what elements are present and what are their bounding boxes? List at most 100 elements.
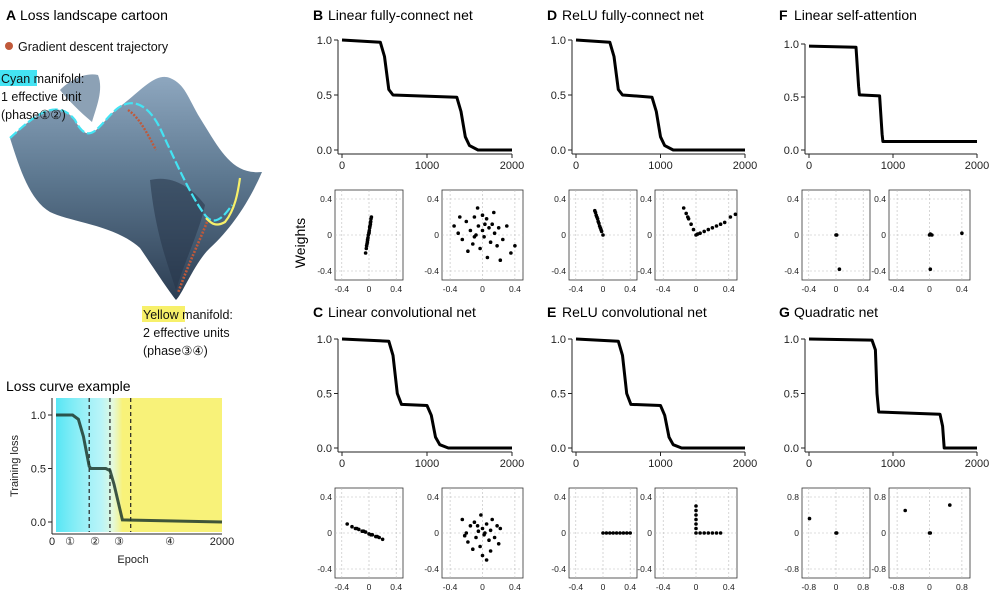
- point-G2-3: [928, 531, 933, 535]
- curve-x-label: Epoch: [117, 554, 148, 566]
- point-C2-3: [468, 524, 473, 528]
- x-tick-label-E-2: 2000: [733, 458, 757, 470]
- point-F1-1: [834, 233, 839, 237]
- phase-mark-4: ④: [165, 536, 175, 548]
- yellow-manifold: [205, 177, 242, 226]
- sy-tick-label-F2-2: -0.4: [871, 266, 886, 276]
- sx-tick-label-G2-2: 0.8: [956, 582, 968, 592]
- sy-tick-label-G2-0: 0.8: [874, 492, 886, 502]
- line-chart-E: E ReLU convolutional net 0 1000 2000 0.0 0.5 1.…: [547, 304, 757, 470]
- point-E2-6: [694, 504, 698, 508]
- point-B2-30: [472, 235, 477, 239]
- sx-tick-label-G2-1: 0: [927, 582, 932, 592]
- sy-tick-label-E2-2: -0.4: [637, 564, 652, 574]
- y-tick-label-B-0: 0.0: [317, 145, 332, 157]
- scatter-chart-C1: -0.4 0 0.4 0.4 0 -0.4: [317, 487, 404, 592]
- sx-tick-label-F2-1: 0: [927, 284, 932, 294]
- point-G2-1: [948, 503, 952, 507]
- sx-tick-label-D2-2: 0.4: [723, 284, 735, 294]
- x-tick-label-E-1: 1000: [648, 458, 672, 470]
- point-C2-18: [480, 553, 485, 558]
- point-E2-1: [694, 526, 698, 531]
- point-C2-24: [475, 524, 480, 528]
- point-B2-24: [480, 213, 485, 217]
- panel-title-C: Linear convolutional net: [328, 304, 476, 320]
- point-C2-8: [480, 526, 485, 531]
- trajectory-legend-marker: [5, 42, 13, 50]
- x-tick-label-C-0: 0: [339, 458, 345, 470]
- sx-tick-label-E1-1: 0: [601, 582, 606, 592]
- sx-tick-label-B2-2: 0.4: [509, 284, 521, 294]
- y-tick-label-D-0: 0.0: [551, 145, 566, 157]
- point-C2-16: [496, 542, 501, 546]
- sy-tick-label-C1-2: -0.4: [317, 564, 332, 574]
- scatter-chart-B1: -0.4 0 0.4 0.4 0 -0.4: [317, 189, 404, 294]
- point-B2-22: [513, 244, 517, 248]
- sx-tick-label-C2-1: 0: [480, 582, 485, 592]
- y-tick-label-G-0: 0.0: [784, 443, 799, 455]
- point-C2-2: [466, 540, 470, 544]
- panel-letter-D: D: [547, 7, 557, 23]
- point-B2-13: [487, 226, 491, 230]
- sx-tick-label-G1-1: 0: [834, 582, 839, 592]
- point-E2-5: [694, 508, 698, 513]
- point-E2-3: [694, 517, 698, 522]
- sy-tick-label-E2-0: 0.4: [640, 492, 652, 502]
- cyan-label-line3: (phase①②): [1, 108, 66, 122]
- point-B2-2: [460, 237, 465, 242]
- panel-title-B: Linear fully-connect net: [328, 7, 473, 23]
- trajectory-legend-label: Gradient descent trajectory: [18, 40, 169, 54]
- point-B2-3: [464, 219, 469, 224]
- panel-title-E: ReLU convolutional net: [562, 304, 707, 320]
- phase-mark-2: ②: [90, 536, 100, 548]
- scatter-chart-G1: -0.8 0 0.8 0.8 0 -0.8: [784, 487, 871, 592]
- point-D1-11: [596, 219, 600, 224]
- sx-tick-label-E2-2: 0.4: [723, 582, 735, 592]
- point-C2-7: [478, 544, 482, 549]
- point-B1-0: [363, 251, 368, 255]
- sy-tick-label-D1-1: 0: [561, 230, 566, 240]
- sy-tick-label-C2-0: 0.4: [427, 492, 439, 502]
- point-E2-2: [694, 522, 698, 526]
- panel-a-title: Loss landscape cartoon: [20, 7, 168, 23]
- sx-tick-label-F1-2: 0.4: [857, 284, 869, 294]
- sx-tick-label-F1-1: 0: [834, 284, 839, 294]
- point-C2-25: [483, 531, 487, 535]
- sy-tick-label-F1-0: 0.4: [787, 194, 799, 204]
- point-E1-2: [608, 531, 612, 535]
- point-D1-10: [599, 227, 603, 232]
- cyan-highlight: [0, 70, 37, 86]
- x-tick-label-B-0: 0: [339, 160, 345, 172]
- point-D2-11: [718, 222, 723, 226]
- trajectory-upper: [127, 109, 158, 151]
- yellow-label-line1: Yellow manifold:: [143, 308, 233, 322]
- scatter-chart-E2: -0.4 0 0.4 0.4 0 -0.4: [637, 487, 738, 592]
- point-D1-9: [593, 210, 598, 215]
- point-D2-4: [691, 227, 696, 232]
- y-tick-label-F-2: 1.0: [784, 39, 799, 51]
- line-chart-G: G Quadratic net 0 1000 2000 0.0 0.5 1.0: [779, 304, 989, 470]
- y-tick-label-C-0: 0.0: [317, 443, 332, 455]
- point-D1-7: [595, 215, 599, 219]
- curve-y-label: Training loss: [9, 435, 21, 497]
- point-B2-15: [490, 222, 495, 226]
- point-B2-26: [485, 255, 490, 260]
- weights-label: Weights: [292, 218, 308, 268]
- phase-mark-3: ③: [114, 536, 124, 548]
- point-B1-1: [364, 246, 369, 251]
- point-B2-12: [484, 217, 489, 221]
- sy-tick-label-B2-1: 0: [434, 230, 439, 240]
- loss-line-D: [575, 38, 745, 152]
- line-chart-B: B Linear fully-connect net 0 1000 2000 0.0 0.5…: [313, 7, 524, 172]
- sx-tick-label-C2-0: -0.4: [443, 582, 458, 592]
- point-B2-27: [498, 258, 503, 263]
- point-B2-16: [492, 231, 497, 235]
- point-B2-25: [475, 206, 480, 210]
- x-tick-label-F-1: 1000: [881, 160, 905, 172]
- y-tick-label-D-1: 0.5: [551, 90, 566, 102]
- y-tick-label-E-2: 1.0: [551, 334, 566, 346]
- point-B2-23: [466, 249, 470, 253]
- point-B2-18: [496, 226, 501, 230]
- sx-tick-label-E1-2: 0.4: [624, 582, 636, 592]
- point-E1-4: [614, 531, 619, 535]
